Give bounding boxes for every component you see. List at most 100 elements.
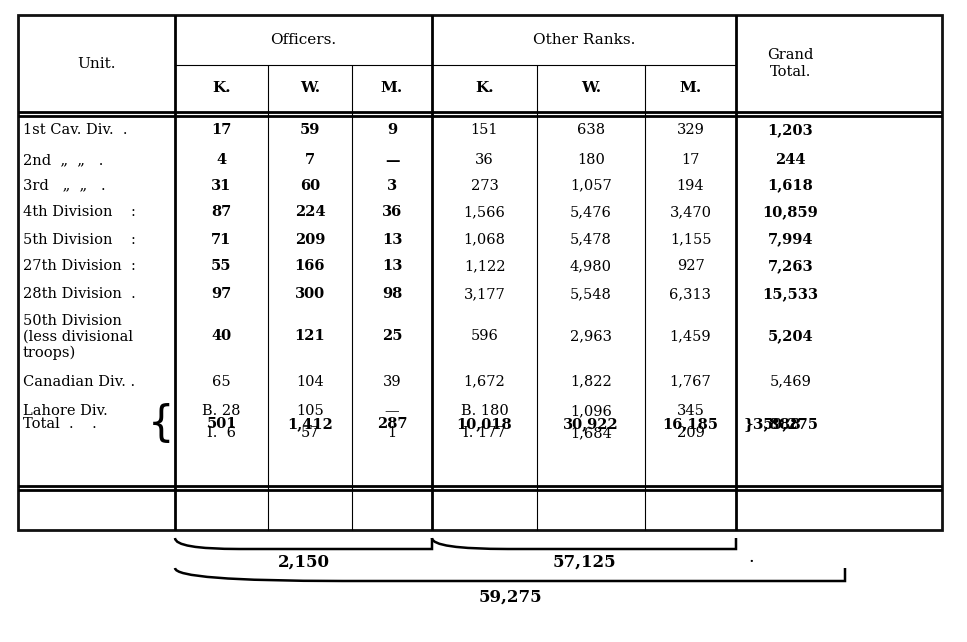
Text: 104: 104 <box>296 374 324 388</box>
Text: 31: 31 <box>212 178 232 193</box>
Text: 98: 98 <box>382 287 402 301</box>
Text: 13: 13 <box>382 259 402 273</box>
Text: 5,469: 5,469 <box>770 374 811 388</box>
Text: 273: 273 <box>471 178 498 193</box>
Text: —: — <box>385 404 399 418</box>
Text: 10,018: 10,018 <box>456 417 513 431</box>
Text: 6,313: 6,313 <box>669 287 712 301</box>
Text: 1,767: 1,767 <box>669 374 712 388</box>
Text: —: — <box>385 153 399 168</box>
Text: 60: 60 <box>300 178 320 193</box>
Text: 1,822: 1,822 <box>571 374 612 388</box>
Text: 287: 287 <box>377 417 407 431</box>
Text: 1,096: 1,096 <box>571 404 612 418</box>
Text: 345: 345 <box>677 404 704 418</box>
Text: 50th Division: 50th Division <box>23 314 122 328</box>
Text: 329: 329 <box>677 123 704 137</box>
Text: 1,057: 1,057 <box>571 178 612 193</box>
Bar <box>18 15 942 530</box>
Text: Other Ranks.: Other Ranks. <box>533 33 635 47</box>
Text: 17: 17 <box>682 153 700 168</box>
Text: 1: 1 <box>388 426 396 440</box>
Text: Officers.: Officers. <box>271 33 337 47</box>
Text: I.  6: I. 6 <box>207 426 236 440</box>
Text: 596: 596 <box>471 329 498 343</box>
Text: Total  .    .: Total . . <box>23 417 97 431</box>
Text: 36: 36 <box>382 205 402 219</box>
Text: 27th Division  :: 27th Division : <box>23 259 136 273</box>
Text: 97: 97 <box>212 287 232 301</box>
Text: 65: 65 <box>212 374 231 388</box>
Text: 209: 209 <box>677 426 704 440</box>
Text: 4: 4 <box>217 153 226 168</box>
Text: 7,994: 7,994 <box>768 232 813 247</box>
Text: 28th Division  .: 28th Division . <box>23 287 135 301</box>
Text: 180: 180 <box>577 153 605 168</box>
Text: 55: 55 <box>211 259 232 273</box>
Text: 194: 194 <box>677 178 704 193</box>
Text: M.: M. <box>680 82 702 96</box>
Text: 1,566: 1,566 <box>463 205 506 219</box>
Text: 39: 39 <box>383 374 401 388</box>
Text: 501: 501 <box>206 417 237 431</box>
Text: 5,204: 5,204 <box>768 329 813 343</box>
Text: 244: 244 <box>776 153 806 168</box>
Text: 25: 25 <box>382 329 402 343</box>
Text: I. 177: I. 177 <box>463 426 506 440</box>
Text: M.: M. <box>381 82 403 96</box>
Text: Unit.: Unit. <box>77 56 116 71</box>
Text: W.: W. <box>300 82 320 96</box>
Text: B. 28: B. 28 <box>202 404 241 418</box>
Text: 2nd  „  „   .: 2nd „ „ . <box>23 153 103 168</box>
Text: 1,155: 1,155 <box>670 232 712 247</box>
Text: 1,068: 1,068 <box>463 232 506 247</box>
Text: B. 180: B. 180 <box>460 404 509 418</box>
Text: 3,177: 3,177 <box>463 287 506 301</box>
Text: {: { <box>148 403 174 445</box>
Text: 57: 57 <box>301 426 319 440</box>
Text: troops): troops) <box>23 346 76 360</box>
Text: 16,185: 16,185 <box>662 417 718 431</box>
Text: 3rd   „  „   .: 3rd „ „ . <box>23 178 105 193</box>
Text: 2,963: 2,963 <box>570 329 612 343</box>
Text: 40: 40 <box>212 329 231 343</box>
Text: 36: 36 <box>475 153 494 168</box>
Text: 59: 59 <box>300 123 320 137</box>
Text: Canadian Div. .: Canadian Div. . <box>23 374 135 388</box>
Text: 13: 13 <box>382 232 402 247</box>
Text: 300: 300 <box>295 287 325 301</box>
Text: 166: 166 <box>295 259 325 273</box>
Text: 7,263: 7,263 <box>768 259 813 273</box>
Text: 10,859: 10,859 <box>763 205 818 219</box>
Text: 57,125: 57,125 <box>552 553 616 571</box>
Text: 1st Cav. Div.  .: 1st Cav. Div. . <box>23 123 128 137</box>
Text: Lahore Div.: Lahore Div. <box>23 404 107 418</box>
Text: 5,476: 5,476 <box>571 205 612 219</box>
Text: 4th Division    :: 4th Division : <box>23 205 136 219</box>
Text: 3,470: 3,470 <box>669 205 712 219</box>
Text: 59,275: 59,275 <box>763 417 818 431</box>
Text: 1,203: 1,203 <box>768 123 813 137</box>
Text: 1,122: 1,122 <box>464 259 505 273</box>
Text: 15,533: 15,533 <box>763 287 818 301</box>
Text: 3: 3 <box>387 178 397 193</box>
Text: 5,478: 5,478 <box>571 232 612 247</box>
Text: 1,672: 1,672 <box>463 374 506 388</box>
Text: W.: W. <box>581 82 601 96</box>
Text: (less divisional: (less divisional <box>23 330 133 344</box>
Text: 7: 7 <box>305 153 315 168</box>
Text: 5th Division    :: 5th Division : <box>23 232 136 247</box>
Text: }3,888: }3,888 <box>744 417 802 431</box>
Text: Grand
Total.: Grand Total. <box>767 48 813 78</box>
Text: 4,980: 4,980 <box>570 259 612 273</box>
Text: 59,275: 59,275 <box>479 589 542 605</box>
Text: 1,684: 1,684 <box>571 426 612 440</box>
Text: 2,150: 2,150 <box>278 553 330 571</box>
Text: 17: 17 <box>212 123 232 137</box>
Text: 105: 105 <box>296 404 324 418</box>
Text: ·: · <box>748 553 754 571</box>
Text: 87: 87 <box>212 205 232 219</box>
Text: K.: K. <box>212 82 231 96</box>
Text: 5,548: 5,548 <box>571 287 612 301</box>
Text: 1,459: 1,459 <box>670 329 712 343</box>
